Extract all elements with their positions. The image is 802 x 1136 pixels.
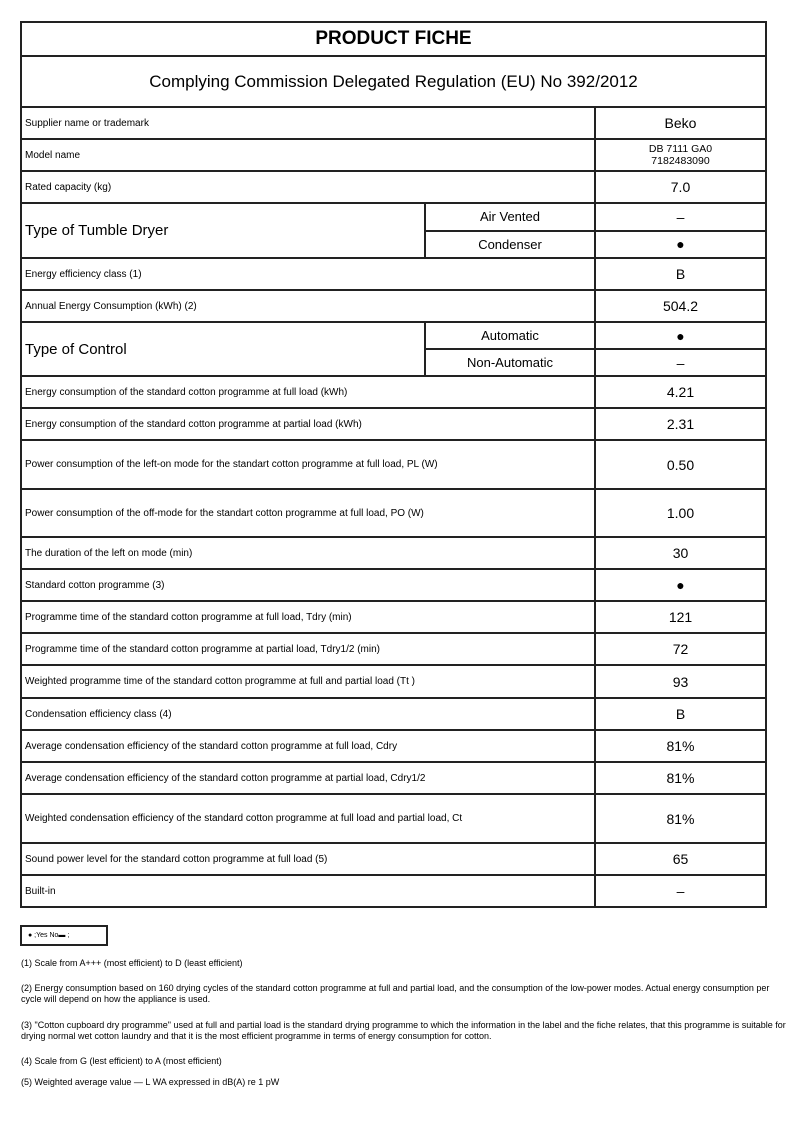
row-label: Condensation efficiency class (4)	[22, 699, 596, 729]
option-grid: Air Vented – Condenser ●	[426, 204, 765, 257]
product-fiche-table: PRODUCT FICHE Complying Commission Deleg…	[20, 21, 767, 908]
option-label: Non-Automatic	[426, 350, 596, 375]
row-value: ●	[676, 577, 685, 593]
fiche-row: Average condensation efficiency of the s…	[22, 761, 765, 793]
footnote-2: (2) Energy consumption based on 160 dryi…	[21, 983, 770, 1004]
row-label: Energy efficiency class (1)	[22, 259, 596, 289]
option-label: Automatic	[426, 323, 596, 348]
fiche-row: Programme time of the standard cotton pr…	[22, 600, 765, 632]
row-value: –	[676, 883, 685, 899]
fiche-row: Type of Tumble Dryer Air Vented – Conden…	[22, 202, 765, 257]
row-label: Power consumption of the off-mode for th…	[22, 490, 596, 536]
option-value: –	[676, 208, 685, 225]
fiche-row: Type of Control Automatic ● Non-Automati…	[22, 321, 765, 375]
footnote-4: (4) Scale from G (lest efficient) to A (…	[21, 1056, 222, 1066]
fiche-row: Supplier name or trademark Beko	[22, 106, 765, 138]
row-label: Average condensation efficiency of the s…	[22, 731, 596, 761]
fiche-row: Programme time of the standard cotton pr…	[22, 632, 765, 664]
model-name-value: DB 7111 GA0	[648, 143, 713, 155]
option-value: ●	[676, 236, 685, 253]
row-value: 30	[672, 545, 689, 561]
row-value: B	[675, 266, 686, 282]
row-label: Model name	[22, 140, 596, 170]
fiche-row: Built-in –	[22, 874, 765, 906]
fiche-row: Condensation efficiency class (4) B	[22, 697, 765, 729]
row-value: 65	[672, 851, 689, 867]
option-row: Air Vented –	[426, 204, 765, 230]
option-value: –	[676, 354, 685, 371]
row-value: DB 7111 GA0 7182483090	[596, 140, 765, 170]
fiche-row: Sound power level for the standard cotto…	[22, 842, 765, 874]
row-label: Standard cotton programme (3)	[22, 570, 596, 600]
row-value: 121	[668, 609, 693, 625]
row-value: 81%	[666, 810, 695, 827]
row-label: Type of Control	[22, 323, 426, 375]
legend-box: ● ;Yes No▬ ;	[20, 925, 108, 946]
model-code-value: 7182483090	[651, 155, 710, 167]
fiche-row: Rated capacity (kg) 7.0	[22, 170, 765, 202]
fiche-row: Power consumption of the left-on mode fo…	[22, 439, 765, 488]
row-label: Energy consumption of the standard cotto…	[22, 377, 596, 407]
row-label: Supplier name or trademark	[22, 108, 596, 138]
fiche-row: Annual Energy Consumption (kWh) (2) 504.…	[22, 289, 765, 321]
fiche-row: Standard cotton programme (3) ●	[22, 568, 765, 600]
fiche-row: Energy consumption of the standard cotto…	[22, 407, 765, 439]
row-value: 4.21	[666, 384, 695, 400]
fiche-row: Average condensation efficiency of the s…	[22, 729, 765, 761]
row-value: 2.31	[666, 416, 695, 432]
footnote-1: (1) Scale from A+++ (most efficient) to …	[21, 958, 243, 968]
option-grid: Automatic ● Non-Automatic –	[426, 323, 765, 375]
row-label: Built-in	[22, 876, 596, 906]
regulation-subtitle: Complying Commission Delegated Regulatio…	[22, 55, 765, 106]
row-label: Sound power level for the standard cotto…	[22, 844, 596, 874]
fiche-row: Weighted condensation efficiency of the …	[22, 793, 765, 842]
option-row: Non-Automatic –	[426, 348, 765, 375]
footnote-3: (3) "Cotton cupboard dry programme" used…	[21, 1020, 786, 1041]
row-label: Programme time of the standard cotton pr…	[22, 602, 596, 632]
row-label: Energy consumption of the standard cotto…	[22, 409, 596, 439]
row-value: 93	[672, 673, 689, 690]
fiche-row: Weighted programme time of the standard …	[22, 664, 765, 697]
row-value: 7.0	[670, 179, 691, 195]
row-value: B	[675, 706, 686, 722]
row-value: 81%	[666, 738, 695, 754]
option-label: Air Vented	[426, 204, 596, 230]
fiche-row: Model name DB 7111 GA0 7182483090	[22, 138, 765, 170]
row-label: Programme time of the standard cotton pr…	[22, 634, 596, 664]
fiche-row: Energy efficiency class (1) B	[22, 257, 765, 289]
fiche-row: The duration of the left on mode (min) 3…	[22, 536, 765, 568]
fiche-row: Energy consumption of the standard cotto…	[22, 375, 765, 407]
row-label: The duration of the left on mode (min)	[22, 538, 596, 568]
row-value: 1.00	[666, 505, 695, 521]
option-label: Condenser	[426, 231, 596, 257]
fiche-row: Power consumption of the off-mode for th…	[22, 488, 765, 536]
row-value: Beko	[664, 115, 697, 131]
option-row: Automatic ●	[426, 323, 765, 348]
fiche-title: PRODUCT FICHE	[315, 28, 472, 49]
row-value: 0.50	[666, 456, 695, 473]
row-label: Type of Tumble Dryer	[22, 204, 426, 257]
row-value: 72	[672, 641, 689, 657]
row-value: 81%	[666, 770, 695, 786]
row-label: Weighted programme time of the standard …	[22, 666, 596, 697]
row-label: Annual Energy Consumption (kWh) (2)	[22, 291, 596, 321]
option-row: Condenser ●	[426, 229, 765, 257]
row-label: Power consumption of the left-on mode fo…	[22, 441, 596, 488]
row-value: 504.2	[662, 298, 699, 314]
footnote-5: (5) Weighted average value — L WA expres…	[21, 1077, 280, 1087]
row-label: Weighted condensation efficiency of the …	[22, 795, 596, 842]
row-label: Rated capacity (kg)	[22, 172, 596, 202]
row-label: Average condensation efficiency of the s…	[22, 763, 596, 793]
option-value: ●	[676, 327, 685, 344]
